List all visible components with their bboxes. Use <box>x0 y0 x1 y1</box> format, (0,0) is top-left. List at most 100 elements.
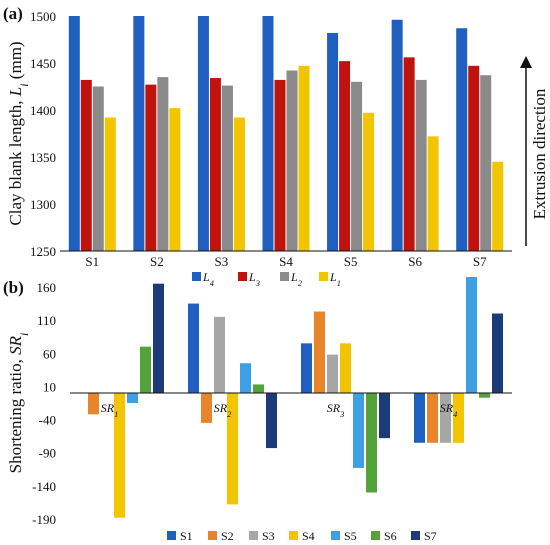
x-tick-label-a: S3 <box>215 254 229 269</box>
legend-label-a: L3 <box>248 270 260 288</box>
bar-b-sr2-s1 <box>188 303 199 394</box>
bar-b-sr4-s1 <box>414 393 425 443</box>
legend-label-b: S6 <box>384 529 397 543</box>
y-axis-label-b: Shortening ratio, SRi <box>6 333 31 474</box>
y-tick-label-b: -140 <box>32 479 56 494</box>
bar-a-s2-l1 <box>169 108 181 252</box>
bar-a-s3-l2 <box>221 85 233 251</box>
x-tick-label-a: S2 <box>150 254 164 269</box>
bar-a-s6-l1 <box>427 136 439 251</box>
bar-a-s2-l3 <box>145 84 157 252</box>
bar-a-s7-l1 <box>492 161 504 251</box>
panel-b-label: (b) <box>3 278 24 297</box>
legend-swatch-b <box>289 531 298 540</box>
bar-a-s4-l4 <box>262 16 274 251</box>
bar-b-sr4-s4 <box>453 393 464 443</box>
legend-swatch-b <box>249 531 258 540</box>
y-tick-label-b: 10 <box>43 379 56 394</box>
bar-a-s1-l4 <box>68 16 80 251</box>
y-tick-label-a: 1350 <box>30 150 56 165</box>
legend-swatch-b <box>371 531 380 540</box>
legend-label-b: S2 <box>221 529 234 543</box>
bar-b-sr2-s6 <box>253 384 264 394</box>
bar-a-s2-l4 <box>133 16 145 251</box>
bar-b-sr3-s2 <box>314 311 325 394</box>
group-label-b: SR4 <box>440 401 458 419</box>
y-tick-label-b: -40 <box>39 413 56 428</box>
y-tick-label-b: 160 <box>37 280 57 295</box>
bar-a-s5-l3 <box>339 61 351 252</box>
y-tick-label-b: 60 <box>43 346 56 361</box>
group-label-b: SR1 <box>101 401 119 419</box>
bar-a-s5-l1 <box>363 112 375 251</box>
legend-label-b: S4 <box>302 529 315 543</box>
y-tick-label-b: 110 <box>37 313 56 328</box>
bar-a-s2-l2 <box>157 77 169 251</box>
group-label-b: SR3 <box>327 401 345 419</box>
legend-swatch-a <box>192 272 201 281</box>
bar-b-sr1-s5 <box>127 393 138 403</box>
bar-a-s7-l4 <box>456 28 468 251</box>
bar-a-s3-l4 <box>197 16 209 251</box>
legend-label-b: S3 <box>262 529 275 543</box>
legend-label-b: S1 <box>180 529 193 543</box>
bar-b-sr4-s6 <box>479 393 490 398</box>
legend-swatch-b <box>331 531 340 540</box>
bar-b-sr3-s7 <box>379 393 390 439</box>
bar-a-s4-l3 <box>274 79 286 251</box>
legend-label-a: L4 <box>202 270 214 288</box>
x-tick-label-a: S4 <box>279 254 293 269</box>
bar-b-sr3-s6 <box>366 393 377 493</box>
x-tick-label-a: S5 <box>344 254 358 269</box>
bar-a-s3-l3 <box>209 78 221 251</box>
y-axis-label-a: Clay blank length, Li (mm) <box>6 41 31 225</box>
bar-a-s1-l1 <box>104 117 116 252</box>
y-tick-label-a: 1300 <box>30 197 56 212</box>
bar-a-s5-l4 <box>327 32 339 251</box>
bar-b-sr3-s3 <box>327 354 338 394</box>
bar-a-s1-l2 <box>92 86 104 251</box>
legend-label-a: L2 <box>290 270 302 288</box>
group-label-b: SR2 <box>214 401 232 419</box>
bar-b-sr2-s5 <box>240 363 251 394</box>
bar-b-sr2-s3 <box>214 316 225 394</box>
bar-a-s4-l1 <box>298 65 310 251</box>
bar-b-sr4-s3 <box>440 393 451 443</box>
legend-label-b: S7 <box>424 529 437 543</box>
y-tick-label-a: 1450 <box>30 56 56 71</box>
y-tick-label-b: -90 <box>39 446 56 461</box>
y-tick-label-a: 1500 <box>30 9 56 24</box>
y-tick-label-b: -190 <box>32 512 56 527</box>
bar-b-sr4-s7 <box>492 313 503 394</box>
bar-b-sr1-s7 <box>153 283 164 394</box>
legend-swatch-a <box>238 272 247 281</box>
bar-a-s6-l2 <box>415 79 427 251</box>
bar-a-s6-l4 <box>391 19 403 252</box>
bar-a-s7-l3 <box>468 65 480 251</box>
bar-b-sr1-s2 <box>88 393 99 415</box>
bar-a-s1-l3 <box>80 79 92 251</box>
bar-b-sr2-s2 <box>201 393 212 423</box>
legend-swatch-a <box>319 272 328 281</box>
bar-b-sr4-s2 <box>427 393 438 443</box>
panel-a-label: (a) <box>3 4 23 23</box>
bar-a-s7-l2 <box>480 75 492 251</box>
bar-b-sr1-s4 <box>114 393 125 518</box>
x-tick-label-a: S1 <box>85 254 99 269</box>
bar-a-s3-l1 <box>233 117 245 252</box>
bar-a-s6-l3 <box>403 57 415 251</box>
legend-swatch-a <box>280 272 289 281</box>
y-tick-label-a: 1250 <box>30 244 56 259</box>
bar-a-s4-l2 <box>286 70 298 252</box>
legend-swatch-b <box>167 531 176 540</box>
legend-label-b: S5 <box>344 529 357 543</box>
y-tick-label-a: 1400 <box>30 103 56 118</box>
x-tick-label-a: S7 <box>473 254 487 269</box>
bar-b-sr2-s4 <box>227 393 238 505</box>
legend-swatch-b <box>411 531 420 540</box>
bar-a-s5-l2 <box>351 81 363 251</box>
bar-b-sr3-s1 <box>301 343 312 394</box>
bar-b-sr4-s5 <box>466 277 477 394</box>
